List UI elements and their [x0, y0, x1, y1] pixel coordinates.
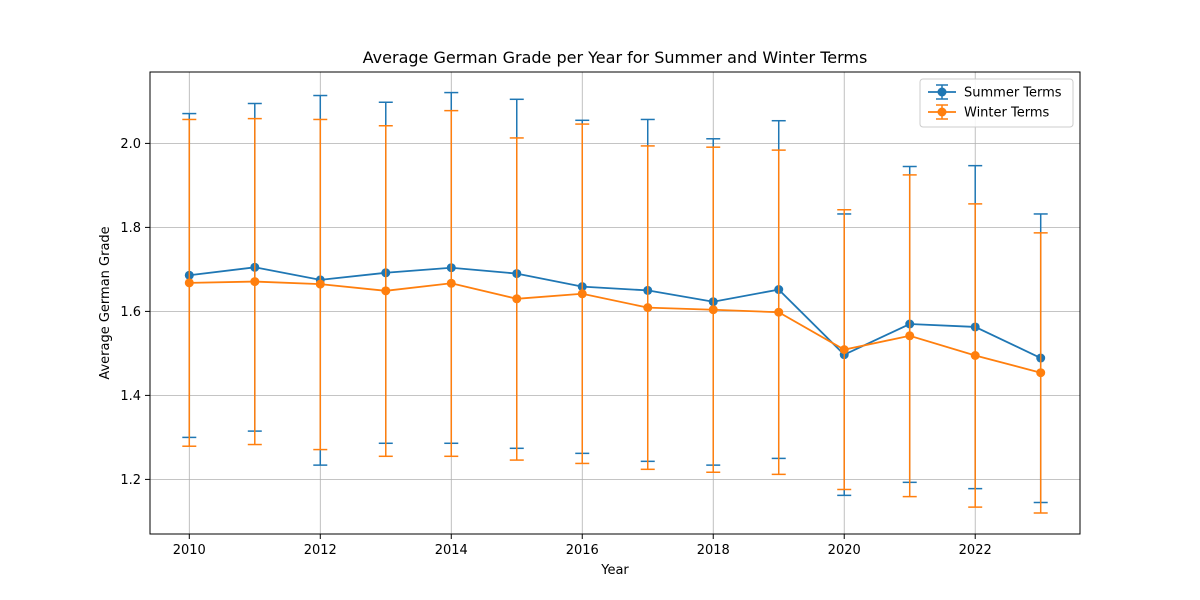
y-tick-label: 2.0 — [120, 137, 141, 152]
data-point — [839, 345, 849, 355]
legend-marker — [937, 87, 947, 97]
plot-frame — [149, 71, 1081, 535]
chart-title: Average German Grade per Year for Summer… — [363, 48, 868, 67]
data-point — [643, 303, 653, 313]
legend-label: Winter Terms — [964, 106, 1050, 121]
series-winter-terms — [182, 109, 1048, 514]
data-point — [905, 331, 915, 341]
data-point — [970, 351, 980, 360]
legend-box — [919, 78, 1074, 128]
series-line — [189, 266, 1042, 359]
data-point — [774, 307, 784, 317]
data-point — [446, 278, 456, 288]
legend-entry: Winter Terms — [928, 104, 1050, 121]
series-line — [189, 280, 1041, 374]
y-tick-label: 1.4 — [120, 389, 141, 404]
x-tick-label: 2014 — [435, 543, 468, 558]
y-tick-label: 1.6 — [120, 305, 141, 320]
data-point — [184, 278, 194, 288]
legend-entry: Summer Terms — [928, 84, 1062, 101]
data-point — [1036, 368, 1046, 378]
data-point — [250, 277, 260, 287]
x-tick-label: 2012 — [304, 543, 337, 558]
data-point — [708, 305, 718, 315]
data-point — [315, 279, 325, 289]
data-point — [381, 286, 391, 296]
x-tick-label: 2022 — [959, 543, 992, 558]
y-tick-label: 1.8 — [120, 221, 141, 236]
legend-label: Summer Terms — [964, 86, 1062, 101]
y-tick-label: 1.2 — [120, 473, 141, 488]
ticks: 2010 2012 2014 2016 2018 2020 2022 1.2 1.4 1.6 1.8… — [120, 137, 991, 558]
x-tick-label: 2020 — [828, 543, 861, 558]
data-point — [512, 294, 522, 304]
x-axis-title: Year — [600, 563, 629, 578]
x-tick-label: 2016 — [566, 543, 599, 558]
y-axis-title: Average German Grade — [98, 226, 113, 379]
x-tick-label: 2010 — [173, 543, 206, 558]
series-layer — [182, 91, 1048, 514]
legend: Summer Terms Winter Terms — [919, 78, 1074, 128]
x-tick-label: 2018 — [697, 543, 730, 558]
data-point — [577, 289, 587, 299]
legend-marker — [937, 107, 947, 117]
